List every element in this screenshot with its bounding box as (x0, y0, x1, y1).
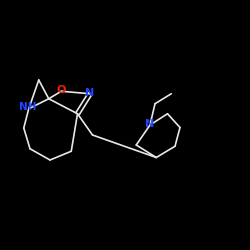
Text: N: N (86, 88, 94, 98)
Text: N: N (146, 119, 154, 129)
Text: O: O (56, 85, 66, 95)
Text: NH: NH (19, 102, 36, 113)
